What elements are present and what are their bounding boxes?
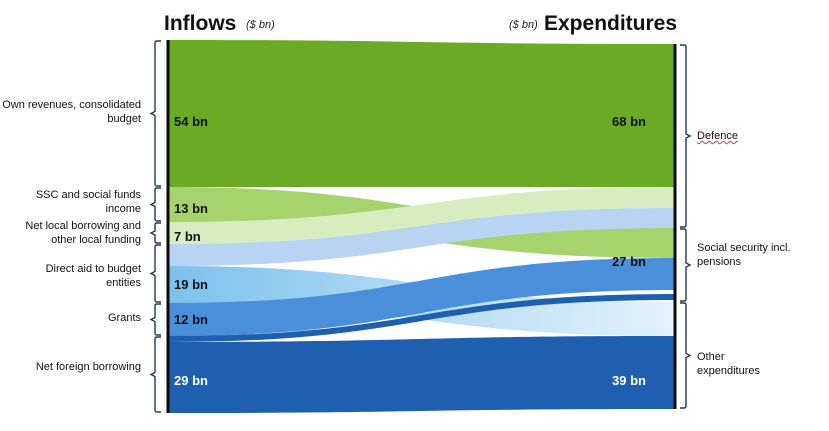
- target-label-defence: Defence: [697, 130, 738, 142]
- source-bar-ssc: [166, 187, 170, 222]
- source-bar-own: [166, 40, 170, 187]
- flow-grants-to-soc: [168, 258, 675, 336]
- target-label-social: Social security incl. pensions: [697, 242, 791, 268]
- source-bracket-netlocal: [149, 222, 161, 244]
- node-brackets: [149, 40, 692, 413]
- flow-netlocal-to-def: [168, 187, 675, 244]
- node-bars: [166, 40, 677, 413]
- target-value-soc: 27 bn: [612, 254, 646, 269]
- inflows-unit: ($ bn): [246, 19, 275, 31]
- source-label-direct: Direct aid to budget entities: [45, 263, 141, 289]
- sankey-links: [168, 40, 675, 413]
- source-label-foreign: Net foreign borrowing: [35, 361, 141, 373]
- source-label-grants: Grants: [107, 312, 141, 324]
- source-value-foreign: 29 bn: [174, 373, 208, 388]
- target-label-other: Other expenditures: [697, 351, 760, 377]
- source-bracket-grants: [149, 303, 161, 336]
- target-bar-def: [673, 44, 677, 228]
- flow-foreign-to-soc: [168, 294, 675, 342]
- source-value-ssc: 13 bn: [174, 201, 208, 216]
- source-label-ssc: SSC and social funds income: [35, 189, 141, 215]
- flow-foreign-to-oth: [168, 336, 675, 413]
- source-bracket-foreign: [149, 336, 161, 413]
- target-value-def: 68 bn: [612, 114, 646, 129]
- source-value-grants: 12 bn: [174, 312, 208, 327]
- source-bracket-own: [149, 40, 161, 187]
- source-bar-direct: [166, 244, 170, 303]
- target-bracket-soc: [680, 228, 692, 302]
- source-value-netlocal: 7 bn: [174, 229, 201, 244]
- target-bracket-oth: [680, 302, 692, 409]
- inflows-title: Inflows: [164, 12, 237, 35]
- flow-direct-to-def: [168, 208, 675, 266]
- flow-own-to-def: [168, 40, 675, 187]
- source-bar-netlocal: [166, 222, 170, 244]
- target-bracket-def: [680, 44, 692, 228]
- source-label-netlocal: Net local borrowing and other local fund…: [25, 220, 141, 246]
- source-value-own: 54 bn: [174, 114, 208, 129]
- source-label-own: Own revenues, consolidated budget: [2, 99, 141, 125]
- target-bar-oth: [673, 302, 677, 409]
- source-value-direct: 19 bn: [174, 277, 208, 292]
- value-labels: 54 bn 13 bn 7 bn 19 bn 12 bn 29 bn 68 bn 27 bn 3…: [174, 114, 646, 388]
- target-bar-soc: [673, 228, 677, 302]
- expenditures-unit: ($ bn): [509, 19, 538, 31]
- source-bar-foreign: [166, 336, 170, 413]
- source-bar-grants: [166, 303, 170, 336]
- source-bracket-direct: [149, 244, 161, 303]
- source-bracket-ssc: [149, 187, 161, 222]
- target-value-oth: 39 bn: [612, 373, 646, 388]
- expenditures-title: Expenditures: [544, 12, 678, 35]
